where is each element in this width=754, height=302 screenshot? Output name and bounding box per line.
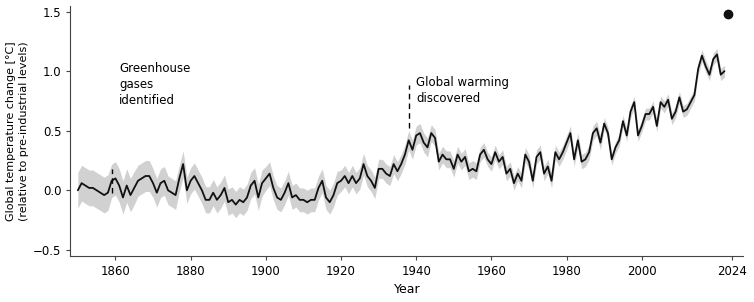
Y-axis label: Global temperature change [°C]
(relative to pre-industrial levels): Global temperature change [°C] (relative… (5, 41, 29, 220)
X-axis label: Year: Year (394, 284, 420, 297)
Text: Global warming
discovered: Global warming discovered (416, 76, 509, 105)
Text: Greenhouse
gases
identified: Greenhouse gases identified (119, 62, 191, 107)
